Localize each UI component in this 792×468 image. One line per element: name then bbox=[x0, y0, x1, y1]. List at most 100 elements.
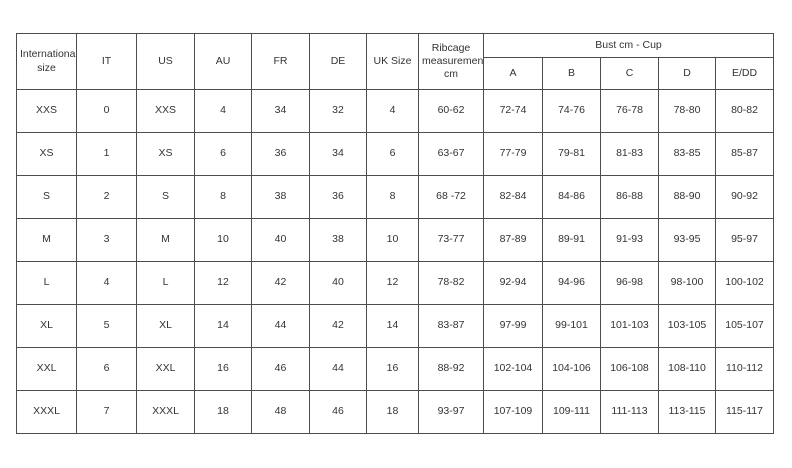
col-header-de: DE bbox=[309, 33, 367, 90]
table-cell: 10 bbox=[194, 218, 252, 262]
table-row: M 3 M 10 40 38 10 73-77 87-89 89-91 91-93 93-95 95-9… bbox=[16, 218, 775, 262]
table-cell: 14 bbox=[194, 304, 252, 348]
table-cell: 68 -72 bbox=[418, 175, 484, 219]
table-cell: 102-104 bbox=[483, 347, 543, 391]
table-cell: 78-80 bbox=[658, 89, 716, 133]
table-cell: 100-102 bbox=[714, 261, 775, 305]
table-row: XXS 0 XXS 4 34 32 4 60-62 72-74 74-76 76-78 78-80 80… bbox=[16, 89, 775, 133]
table-cell: 85-87 bbox=[714, 132, 775, 176]
header-row-cups: A B C D E/DD bbox=[17, 57, 775, 90]
table-cell: 32 bbox=[309, 89, 367, 133]
table-cell: XXXL bbox=[16, 390, 77, 434]
table-cell: 96-98 bbox=[600, 261, 659, 305]
col-header-us: US bbox=[136, 33, 195, 90]
table-cell: 1 bbox=[76, 132, 137, 176]
col-header-ribcage: Ribcage measurements cm bbox=[418, 33, 484, 90]
table-row: XXXL 7 XXXL 18 48 46 18 93-97 107-109 109-111 111-… bbox=[16, 390, 775, 434]
header-row-top: International size IT US AU FR DE UK Siz… bbox=[16, 33, 775, 90]
table-cell: 60-62 bbox=[418, 89, 484, 133]
table-cell: 6 bbox=[366, 132, 419, 176]
table-cell: 40 bbox=[251, 218, 310, 262]
table-cell: 86-88 bbox=[600, 175, 659, 219]
table-cell: 76-78 bbox=[600, 89, 659, 133]
table-cell: XXL bbox=[16, 347, 77, 391]
table-cell: 79-81 bbox=[542, 132, 601, 176]
table-cell: 46 bbox=[309, 390, 367, 434]
table-cell: 94-96 bbox=[542, 261, 601, 305]
table-cell: 78-82 bbox=[418, 261, 484, 305]
table-cell: 48 bbox=[251, 390, 310, 434]
table-cell: 82-84 bbox=[483, 175, 543, 219]
table-cell: 87-89 bbox=[483, 218, 543, 262]
table-cell: 44 bbox=[309, 347, 367, 391]
table-cell: XL bbox=[136, 304, 195, 348]
table-cell: 108-110 bbox=[658, 347, 716, 391]
table-cell: 83-87 bbox=[418, 304, 484, 348]
table-cell: 42 bbox=[309, 304, 367, 348]
table-header: International size IT US AU FR DE UK Siz… bbox=[16, 33, 775, 90]
table-cell: 73-77 bbox=[418, 218, 484, 262]
col-group-header-bust-cup: Bust cm - Cup bbox=[482, 33, 775, 58]
table-cell: XXS bbox=[136, 89, 195, 133]
table-cell: 77-79 bbox=[483, 132, 543, 176]
table-cell: 74-76 bbox=[542, 89, 601, 133]
table-cell: M bbox=[136, 218, 195, 262]
table-cell: XXL bbox=[136, 347, 195, 391]
table-cell: 107-109 bbox=[483, 390, 543, 434]
size-conversion-table: International size IT US AU FR DE UK Siz… bbox=[16, 33, 775, 434]
table-body: XXS 0 XXS 4 34 32 4 60-62 72-74 74-76 76-78 78-80 80… bbox=[16, 89, 775, 434]
table-cell: 34 bbox=[251, 89, 310, 133]
table-cell: 46 bbox=[251, 347, 310, 391]
table-cell: 12 bbox=[366, 261, 419, 305]
table-cell: 10 bbox=[366, 218, 419, 262]
table-cell: S bbox=[16, 175, 77, 219]
table-cell: XS bbox=[16, 132, 77, 176]
col-header-it: IT bbox=[76, 33, 137, 90]
col-header-international-size: International size bbox=[16, 33, 77, 90]
table-cell: L bbox=[16, 261, 77, 305]
table-cell: XS bbox=[136, 132, 195, 176]
col-header-au: AU bbox=[194, 33, 252, 90]
table-cell: 80-82 bbox=[714, 89, 775, 133]
table-cell: 6 bbox=[194, 132, 252, 176]
col-header-cup-b: B bbox=[542, 57, 601, 90]
table-cell: S bbox=[136, 175, 195, 219]
table-cell: 34 bbox=[309, 132, 367, 176]
table-cell: 98-100 bbox=[658, 261, 716, 305]
table-cell: 115-117 bbox=[714, 390, 775, 434]
table-cell: 109-111 bbox=[542, 390, 601, 434]
table-cell: 83-85 bbox=[658, 132, 716, 176]
col-header-cup-edd: E/DD bbox=[714, 57, 775, 90]
table-cell: 93-95 bbox=[658, 218, 716, 262]
table-row: L 4 L 12 42 40 12 78-82 92-94 94-96 96-98 98-100 100… bbox=[16, 261, 775, 305]
table-cell: 44 bbox=[251, 304, 310, 348]
table-cell: 36 bbox=[251, 132, 310, 176]
table-cell: 91-93 bbox=[600, 218, 659, 262]
table-cell: 0 bbox=[76, 89, 137, 133]
table-cell: XL bbox=[16, 304, 77, 348]
table-cell: 40 bbox=[309, 261, 367, 305]
col-header-cup-d: D bbox=[658, 57, 716, 90]
col-header-cup-c: C bbox=[600, 57, 659, 90]
table-cell: 89-91 bbox=[542, 218, 601, 262]
table-cell: 5 bbox=[76, 304, 137, 348]
col-header-uk-size: UK Size bbox=[366, 33, 419, 90]
table-cell: 88-92 bbox=[418, 347, 484, 391]
table-cell: 72-74 bbox=[483, 89, 543, 133]
table-cell: 88-90 bbox=[658, 175, 716, 219]
table-cell: 18 bbox=[194, 390, 252, 434]
table-cell: 38 bbox=[251, 175, 310, 219]
table-cell: 16 bbox=[366, 347, 419, 391]
table-row: XL 5 XL 14 44 42 14 83-87 97-99 99-101 101-103 103-… bbox=[16, 304, 775, 348]
table-cell: XXXL bbox=[136, 390, 195, 434]
table-row: S 2 S 8 38 36 8 68 -72 82-84 84-86 86-88 88-90 90-92 bbox=[16, 175, 775, 219]
table-cell: 92-94 bbox=[483, 261, 543, 305]
table-cell: 84-86 bbox=[542, 175, 601, 219]
table-cell: 6 bbox=[76, 347, 137, 391]
table-cell: 113-115 bbox=[658, 390, 716, 434]
table-cell: 93-97 bbox=[418, 390, 484, 434]
table-cell: 7 bbox=[76, 390, 137, 434]
table-row: XXL 6 XXL 16 46 44 16 88-92 102-104 104-106 106-10… bbox=[16, 347, 775, 391]
table-cell: 95-97 bbox=[714, 218, 775, 262]
table-cell: M bbox=[16, 218, 77, 262]
